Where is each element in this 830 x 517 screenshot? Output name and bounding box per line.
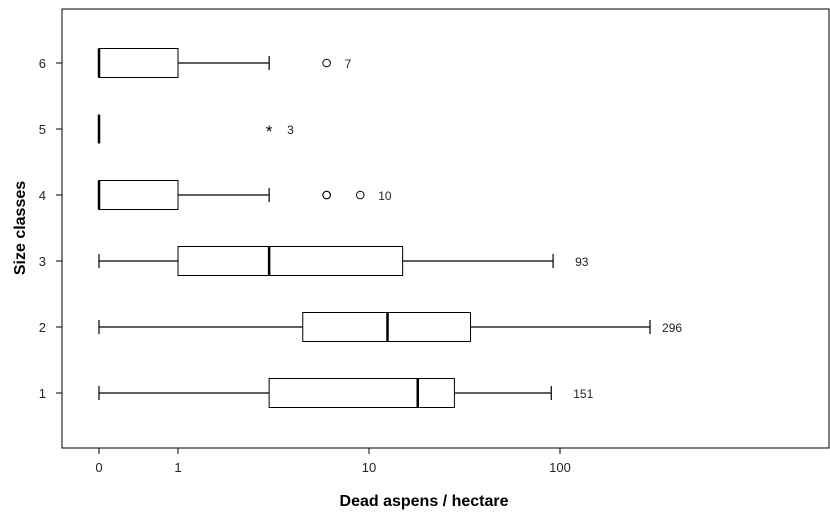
y-tick-label: 4 <box>39 188 46 203</box>
x-tick-label: 0 <box>95 460 102 475</box>
x-axis: 0 1 10 100 <box>95 448 571 475</box>
y-tick-label: 5 <box>39 122 46 137</box>
y-tick-label: 2 <box>39 320 46 335</box>
box-group-size-class-4: 10 <box>97 180 392 210</box>
box-iqr <box>98 48 179 78</box>
box-group-size-class-6: 7 <box>97 48 352 78</box>
x-tick-label: 10 <box>362 460 376 475</box>
outlier-circle <box>322 190 331 200</box>
outlier-circle <box>355 190 365 200</box>
box-iqr <box>177 246 404 276</box>
y-tick-label: 3 <box>39 254 46 269</box>
x-tick-label: 100 <box>549 460 571 475</box>
case-label: 296 <box>662 321 682 335</box>
box-iqr <box>268 378 455 408</box>
case-label: 93 <box>575 255 589 269</box>
x-tick-label: 1 <box>174 460 181 475</box>
outlier-circle <box>322 58 331 68</box>
case-label: 3 <box>287 123 294 137</box>
box-group-size-class-1: 151 <box>98 378 594 408</box>
box-iqr <box>98 180 179 210</box>
plot-frame <box>61 8 830 449</box>
outlier-star: * <box>266 122 273 141</box>
y-axis: 1 2 3 4 5 6 <box>39 56 62 401</box>
y-axis-title: Size classes <box>12 181 29 275</box>
case-label: 7 <box>345 57 352 71</box>
case-label: 10 <box>378 189 392 203</box>
box-group-size-class-2: 296 <box>98 312 682 342</box>
y-tick-label: 1 <box>39 386 46 401</box>
y-tick-label: 6 <box>39 56 46 71</box>
box-group-size-class-5: * 3 <box>97 114 294 144</box>
x-axis-title: Dead aspens / hectare <box>340 493 509 510</box>
case-label: 151 <box>573 387 593 401</box>
box-group-size-class-3: 93 <box>98 246 589 276</box>
